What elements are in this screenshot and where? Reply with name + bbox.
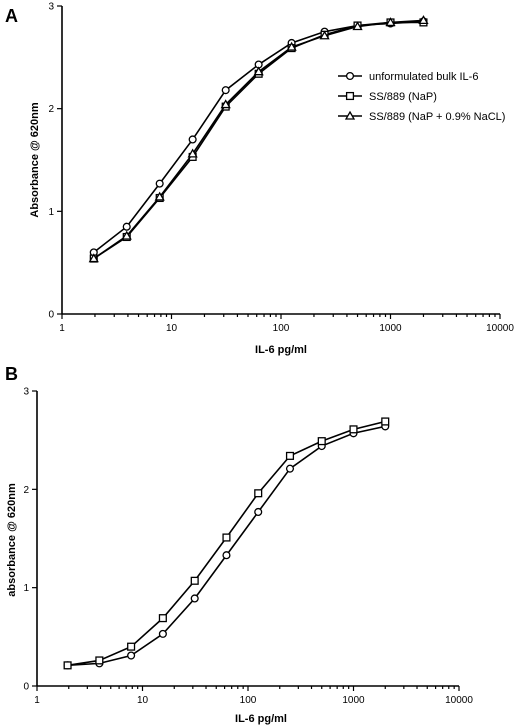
panel-a-y-tick-label: 3 [48, 2, 54, 13]
panel-b-x-tick-label: 10 [137, 695, 149, 706]
panel-a-y-tick-label: 2 [48, 104, 54, 115]
panel-b-x-tick-label: 1 [34, 695, 40, 706]
panel-b-point-square [95, 656, 104, 665]
panel-a-point-triangle [154, 191, 165, 201]
panel-b-y-tick-label: 1 [23, 583, 29, 594]
panel-a-point-triangle [418, 15, 429, 25]
panel-b-x-tick-label: 100 [240, 695, 257, 706]
panel-b-point-circle [254, 507, 263, 517]
panel-a-point-circle [188, 135, 197, 144]
panel-a-point-circle [122, 222, 131, 231]
panel-a-point-triangle [121, 230, 132, 240]
panel-b-point-square [190, 576, 199, 585]
panel-a-x-axis-title: IL-6 pg/ml [255, 344, 307, 356]
panel-a-x-tick-label: 1000 [379, 323, 402, 334]
panel-b-point-square [63, 661, 72, 670]
legend-entry-nap-nacl: SS/889 (NaP + 0.9% NaCL) [338, 110, 505, 123]
panel-b-series [63, 417, 390, 670]
panel-b-series-square [63, 417, 390, 670]
panel-b-point-square [222, 533, 231, 542]
panel-a-point-circle [155, 179, 164, 188]
panel-a-x-tick-label: 10000 [486, 323, 514, 334]
legend-label-nap: SS/889 (NaP) [369, 91, 437, 103]
legend-marker-circle [345, 71, 355, 81]
panel-a-y-tick-label: 0 [48, 310, 54, 321]
panel-a-point-triangle [385, 17, 396, 27]
legend-marker-triangle [344, 110, 356, 120]
panel-a-series-triangle [88, 15, 429, 263]
panel-a-point-circle [221, 86, 230, 95]
panel-b-label: B [5, 364, 18, 384]
panel-b-point-square [285, 451, 295, 460]
panel-b-point-square [349, 425, 358, 434]
panel-b-point-square [381, 417, 390, 426]
panel-a-y-axis-title: Absorbance @ 620nm [29, 102, 41, 217]
panel-b-point-circle [190, 594, 199, 603]
panel-b-y-tick-label: 2 [23, 485, 29, 496]
panel-b-x-axis-title: IL-6 pg/ml [235, 713, 287, 725]
panel-b-point-circle [222, 551, 231, 560]
panel-a-line-triangle [93, 19, 424, 260]
panel-b-x-tick-label: 10000 [445, 695, 473, 706]
panel-a-point-triangle [253, 66, 264, 76]
panel-b-point-circle [127, 651, 136, 660]
panel-b-series-circle [63, 422, 390, 670]
legend-entry-unformulated: unformulated bulk IL-6 [338, 71, 478, 83]
panel-a-point-triangle [187, 148, 198, 158]
panel-a-y-tick-label: 1 [48, 207, 54, 218]
legend-label-nap-nacl: SS/889 (NaP + 0.9% NaCL) [369, 111, 505, 123]
panel-a-point-triangle [220, 99, 231, 109]
panel-b-point-square [254, 489, 263, 498]
legend-entry-naP: SS/889 (NaP) [338, 91, 437, 103]
panel-b-y-axis-title: absorbance @ 620nm [6, 483, 18, 597]
panel-a-point-triangle [88, 253, 99, 263]
panel-b-point-square [158, 614, 167, 623]
panel-b-x-tick-label: 1000 [342, 695, 365, 706]
legend-marker-square [345, 91, 355, 101]
panel-a-x-tick-label: 100 [273, 323, 290, 334]
panel-b-point-square [317, 437, 326, 446]
legend-label-unformulated: unformulated bulk IL-6 [369, 71, 478, 83]
panel-a-point-triangle [319, 30, 330, 40]
panel-a-x-tick-label: 1 [59, 323, 65, 334]
panel-b-line-circle [67, 425, 386, 667]
panel-a-label: A [5, 6, 18, 26]
panel-b-point-circle [158, 629, 167, 638]
panel-b-point-circle [285, 464, 295, 473]
panel-a-line-square [93, 21, 424, 260]
panel-b-y-tick-label: 0 [23, 682, 29, 693]
panel-b-point-square [127, 642, 136, 651]
panel-a-series-square [89, 18, 428, 263]
panel-b-line-square [67, 420, 386, 667]
panel-a-x-tick-label: 10 [166, 323, 178, 334]
panel-a-series [88, 15, 429, 263]
panel-a-legend: unformulated bulk IL-6 SS/889 (NaP) SS/8… [338, 71, 505, 123]
panel-b-y-tick-label: 3 [23, 387, 29, 398]
panel-a-point-triangle [352, 21, 363, 31]
panel-a-point-triangle [286, 41, 297, 51]
